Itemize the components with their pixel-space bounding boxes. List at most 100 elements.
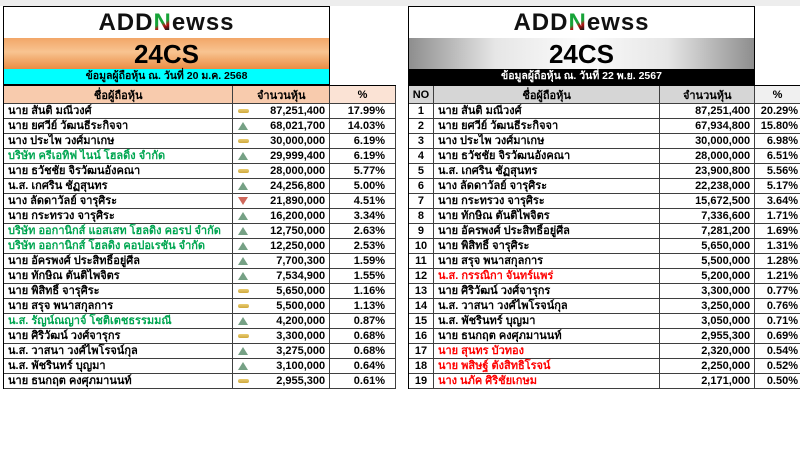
row-number: 8 [409, 209, 434, 224]
table-row: น.ส. พัชรินทร์ บุญมา 3,100,000 0.64% [4, 359, 396, 374]
table-row: นาย กระทรวง จารุศิระ 16,200,000 3.34% [4, 209, 396, 224]
shares-value: 5,200,000 [701, 269, 751, 282]
percent-value: 3.34% [330, 209, 396, 224]
percent-value: 1.16% [330, 284, 396, 299]
shares-cell: 30,000,000 [660, 134, 756, 149]
column-header-row: NO ชื่อผู้ถือหุ้น จำนวนหุ้น % [408, 85, 800, 104]
top-strip [0, 0, 800, 6]
trend-up-icon [238, 227, 249, 235]
percent-value: 17.99% [330, 104, 396, 119]
shares-cell: 5,500,000 [233, 299, 331, 314]
table-row: 8 นาย ทักษิณ ตันติไพจิตร 7,336,600 1.71% [409, 209, 800, 224]
trend-up-icon [238, 347, 249, 355]
table-row: น.ส. รัญน์ณญาจ์ โชติเตชธรรมมณี 4,200,000 0… [4, 314, 396, 329]
shareholder-name: น.ส. วาสนา วงศ์ไพโรจน์กุล [4, 344, 234, 359]
shares-value: 7,281,200 [701, 224, 751, 237]
table-row: บริษัท ครีเอทิฟ ไนน์ โฮลดิ้ง จำกัด 29,999… [4, 149, 396, 164]
shareholder-name: นาง ลัดดาวัลย์ จารุศิระ [433, 179, 661, 194]
shareholder-name: น.ส. พัชรินทร์ บุญมา [4, 359, 234, 374]
percent-value: 0.69% [755, 329, 800, 344]
logo-n-icon: N [568, 8, 587, 36]
percent-value: 1.69% [755, 224, 800, 239]
shares-cell: 16,200,000 [233, 209, 331, 224]
shareholder-name: น.ส. กรรณิกา จันทร์แพร่ [433, 269, 661, 284]
shares-value: 21,890,000 [270, 194, 326, 207]
addnewss-logo: ADDNewss [513, 8, 649, 36]
row-number: 19 [409, 374, 434, 389]
row-number: 13 [409, 284, 434, 299]
shares-cell: 7,281,200 [660, 224, 756, 239]
trend-dash-icon [238, 304, 250, 308]
shares-cell: 68,021,700 [233, 119, 331, 134]
percent-value: 0.50% [755, 374, 800, 389]
shares-value: 3,300,000 [701, 284, 751, 297]
shares-cell: 4,200,000 [233, 314, 331, 329]
shareholder-name: นาย ธวัชชัย จิรวัฒนอังคณา [4, 164, 234, 179]
table-row: 5 น.ส. เกศริน ชัฏสุนทร 23,900,800 5.56% [409, 164, 800, 179]
trend-up-icon [238, 212, 249, 220]
row-number: 12 [409, 269, 434, 284]
shares-cell: 21,890,000 [233, 194, 331, 209]
percent-value: 0.68% [330, 344, 396, 359]
shares-cell: 67,934,800 [660, 119, 756, 134]
percent-value: 0.87% [330, 314, 396, 329]
row-number: 1 [409, 104, 434, 119]
left-table-body: นาย สันติ มณีวงศ์ 87,251,400 17.99% นาย ยศว… [3, 104, 396, 389]
ticker-banner: 24CS [409, 38, 754, 69]
shareholder-name: นาย สรุจ พนาสกุลการ [433, 254, 661, 269]
table-row: 11 นาย สรุจ พนาสกุลการ 5,500,000 1.28% [409, 254, 800, 269]
shares-cell: 5,500,000 [660, 254, 756, 269]
trend-dash-icon [238, 379, 250, 383]
shareholder-name: บริษัท ออกานิกส์ โฮลดิง คอปอเรชัน จำกัด [4, 239, 234, 254]
percent-value: 0.52% [755, 359, 800, 374]
shares-value: 29,999,400 [270, 149, 326, 162]
table-row: นาย สันติ มณีวงศ์ 87,251,400 17.99% [4, 104, 396, 119]
table-row: น.ส. วาสนา วงศ์ไพโรจน์กุล 3,275,000 0.68% [4, 344, 396, 359]
row-number: 9 [409, 224, 434, 239]
shares-value: 12,250,000 [270, 239, 326, 252]
shares-value: 2,955,300 [276, 374, 326, 387]
ticker-symbol: 24CS [133, 38, 200, 69]
shareholder-name: น.ส. รัญน์ณญาจ์ โชติเตชธรรมมณี [4, 314, 234, 329]
logo-n-icon: N [153, 8, 172, 36]
table-row: นาง ประไพ วงศ์มาเกษ 30,000,000 6.19% [4, 134, 396, 149]
shares-value: 30,000,000 [270, 134, 326, 147]
shares-cell: 2,955,300 [233, 374, 331, 389]
shareholder-name: นาง ลัดดาวัลย์ จารุศิระ [4, 194, 234, 209]
shares-value: 24,256,800 [270, 179, 326, 192]
shareholder-name: นาย พสิษฐ์ ตังสิทธิโรจน์ [433, 359, 661, 374]
trend-up-icon [238, 152, 249, 160]
shares-value: 67,934,800 [695, 119, 751, 132]
table-row: นาย พิสิทธิ์ จารุศิระ 5,650,000 1.16% [4, 284, 396, 299]
shares-cell: 3,300,000 [660, 284, 756, 299]
table-row: 15 น.ส. พัชรินทร์ บุญมา 3,050,000 0.71% [409, 314, 800, 329]
col-header-name: ชื่อผู้ถือหุ้น [433, 86, 661, 104]
shareholder-name: นาย ศิริวัฒน์ วงศ์จารุกร [433, 284, 661, 299]
percent-value: 6.19% [330, 149, 396, 164]
table-row: นาย ธวัชชัย จิรวัฒนอังคณา 28,000,000 5.77% [4, 164, 396, 179]
row-number: 5 [409, 164, 434, 179]
shares-value: 22,238,000 [695, 179, 751, 192]
shares-value: 7,534,900 [276, 269, 326, 282]
shares-cell: 22,238,000 [660, 179, 756, 194]
shareholder-name: นาย ธนกฤต คงศุภมานนท์ [4, 374, 234, 389]
row-number: 4 [409, 149, 434, 164]
shares-cell: 2,955,300 [660, 329, 756, 344]
report-date-label: ข้อมูลผู้ถือหุ้น ณ. วันที่ 22 พ.ย. 2567 [501, 70, 662, 83]
table-row: บริษัท ออกานิกส์ โฮลดิง คอปอเรชัน จำกัด 1… [4, 239, 396, 254]
trend-up-icon [238, 257, 249, 265]
percent-value: 5.56% [755, 164, 800, 179]
shareholder-name: นาย พิสิทธิ์ จารุศิระ [4, 284, 234, 299]
table-row: บริษัท ออกานิกส์ แอสเสท โฮลดิง คอรป จำกั… [4, 224, 396, 239]
shares-value: 23,900,800 [695, 164, 751, 177]
percent-value: 5.00% [330, 179, 396, 194]
col-header-shares: จำนวนหุ้น [660, 86, 756, 104]
table-row: 2 นาย ยศวีย์ วัฒนธีระกิจจา 67,934,800 15.80… [409, 119, 800, 134]
trend-up-icon [238, 122, 249, 130]
percent-value: 6.51% [755, 149, 800, 164]
shares-cell: 28,000,000 [660, 149, 756, 164]
right-table-body: 1 นาย สันติ มณีวงศ์ 87,251,400 20.29% 2 นาย ย… [408, 104, 800, 389]
percent-value: 1.31% [755, 239, 800, 254]
logo-rest: ewss [171, 8, 235, 36]
table-row: นาย ยศวีย์ วัฒนธีระกิจจา 68,021,700 14.03% [4, 119, 396, 134]
